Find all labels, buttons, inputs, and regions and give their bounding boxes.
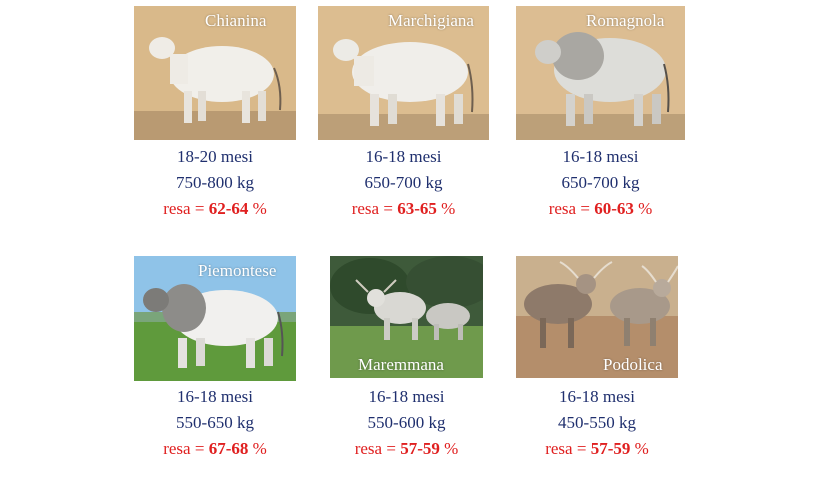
breed-info-podolica: 16-18 mesi 450-550 kg resa = 57-59 % [516, 384, 678, 462]
maremmana-photo [330, 256, 483, 378]
weight-range: 650-700 kg [364, 173, 443, 192]
breed-label-piemontese: Piemontese [198, 261, 277, 280]
breed-info-marchigiana: 16-18 mesi 650-700 kg resa = 63-65 % [318, 144, 489, 222]
age-range: 18-20 mesi [176, 147, 254, 166]
age-range: 16-18 mesi [176, 387, 254, 406]
breed-info-piemontese: 16-18 mesi 550-650 kg resa = 67-68 % [134, 384, 296, 462]
marchigiana-photo [318, 6, 489, 140]
weight-range: 450-550 kg [558, 413, 636, 432]
resa-line: resa = 60-63 % [548, 199, 653, 218]
piemontese-photo [134, 256, 296, 381]
podolica-photo [516, 256, 678, 378]
breed-label-romagnola: Romagnola [586, 11, 665, 30]
resa-line: resa = 57-59 % [545, 439, 649, 458]
breed-info-romagnola: 16-18 mesi 650-700 kg resa = 60-63 % [516, 144, 685, 222]
resa-line: resa = 57-59 % [354, 439, 459, 458]
age-range: 16-18 mesi [562, 147, 639, 166]
resa-line: resa = 63-65 % [351, 199, 456, 218]
resa-line: resa = 67-68 % [163, 439, 267, 458]
chianina-photo [134, 6, 296, 140]
resa-line: resa = 62-64 % [163, 199, 267, 218]
weight-range: 550-650 kg [176, 413, 254, 432]
breed-label-marchigiana: Marchigiana [388, 11, 474, 30]
weight-range: 550-600 kg [367, 413, 446, 432]
weight-range: 750-800 kg [176, 173, 254, 192]
breed-label-maremmana: Maremmana [358, 355, 444, 374]
age-range: 16-18 mesi [558, 387, 636, 406]
age-range: 16-18 mesi [365, 147, 442, 166]
weight-range: 650-700 kg [561, 173, 640, 192]
breed-label-chianina: Chianina [205, 11, 267, 30]
breed-label-podolica: Podolica [603, 355, 663, 374]
age-range: 16-18 mesi [368, 387, 445, 406]
breed-info-chianina: 18-20 mesi 750-800 kg resa = 62-64 % [134, 144, 296, 222]
romagnola-photo [516, 6, 685, 140]
breed-info-maremmana: 16-18 mesi 550-600 kg resa = 57-59 % [330, 384, 483, 462]
